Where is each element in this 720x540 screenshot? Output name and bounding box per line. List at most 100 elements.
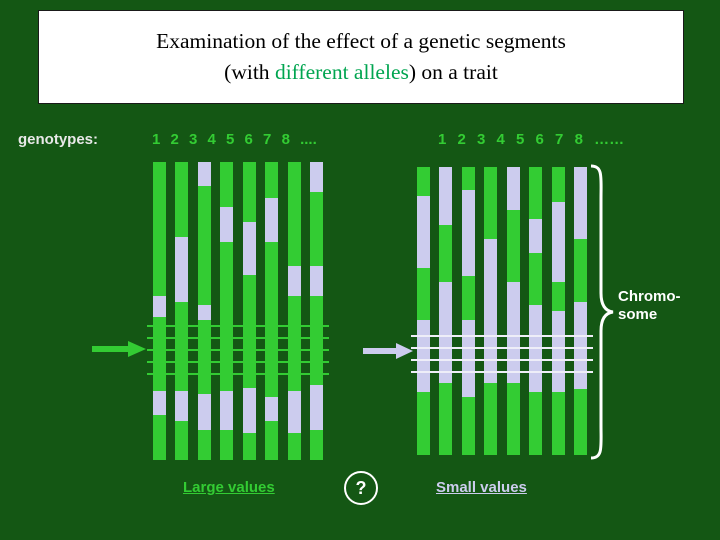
allele-segment-lavender — [439, 167, 453, 225]
allele-segment-lavender — [220, 206, 234, 243]
allele-segment-lavender — [309, 385, 323, 431]
allele-segment-lavender — [309, 266, 323, 297]
allele-segment-green — [175, 162, 189, 237]
allele-segment-green — [153, 162, 166, 297]
allele-segment-lavender — [197, 305, 211, 320]
allele-segment-green — [220, 242, 234, 392]
allele-segment-lavender — [417, 319, 430, 392]
allele-segment-green — [439, 382, 453, 455]
chromosome-bar — [287, 162, 301, 460]
selection-band-line — [411, 359, 593, 361]
allele-segment-green — [220, 430, 234, 460]
allele-segment-green — [529, 391, 543, 455]
left-arrow-icon — [92, 341, 146, 357]
title-line2-highlight: different alleles — [274, 60, 409, 84]
allele-segment-green — [309, 430, 323, 460]
allele-segment-green — [242, 433, 256, 460]
brace-icon — [590, 164, 614, 460]
allele-segment-green — [461, 276, 475, 320]
allele-segment-green — [287, 433, 301, 460]
chromosome-bar — [197, 162, 211, 460]
chromosome-bar — [153, 162, 166, 460]
selection-band-line — [147, 349, 329, 351]
question-mark: ? — [355, 477, 367, 498]
allele-segment-green — [417, 167, 430, 196]
chromosome-bar — [417, 167, 430, 455]
chromosome-bar — [220, 162, 234, 460]
allele-segment-lavender — [197, 394, 211, 431]
allele-segment-green — [461, 167, 475, 191]
allele-segment-lavender — [551, 310, 565, 392]
allele-segment-lavender — [220, 391, 234, 431]
title-box: Examination of the effect of a genetic s… — [38, 10, 684, 104]
allele-segment-green — [506, 210, 520, 283]
allele-segment-green — [287, 162, 301, 267]
allele-segment-lavender — [461, 319, 475, 398]
allele-segment-lavender — [265, 397, 279, 422]
right-chromosome-group — [411, 167, 593, 455]
allele-segment-lavender — [153, 296, 166, 317]
chromosome-bar — [175, 162, 189, 460]
allele-segment-lavender — [153, 391, 166, 416]
allele-segment-green — [484, 383, 498, 455]
allele-segment-green — [242, 275, 256, 389]
chromosome-bar — [529, 167, 543, 455]
allele-segment-green — [417, 391, 430, 455]
question-circle: ? — [344, 471, 378, 505]
chromosome-label-line1: Chromo- — [618, 288, 681, 305]
selection-band-line — [147, 361, 329, 363]
title-line2-prefix: (with — [224, 60, 275, 84]
allele-segment-green — [573, 239, 587, 303]
allele-segment-green — [529, 253, 543, 306]
allele-segment-lavender — [506, 167, 520, 211]
large-values-label: Large values — [183, 479, 275, 496]
allele-segment-green — [197, 319, 211, 395]
allele-segment-green — [309, 296, 323, 386]
allele-segment-green — [175, 302, 189, 392]
selection-band-line — [411, 371, 593, 373]
allele-segment-green — [153, 316, 166, 392]
allele-segment-lavender — [573, 302, 587, 389]
allele-segment-green — [175, 421, 189, 460]
small-values-label: Small values — [436, 479, 527, 496]
genotypes-label: genotypes: — [18, 131, 99, 148]
title-line2-suffix: ) on a trait — [408, 60, 498, 84]
allele-segment-green — [551, 167, 565, 202]
right-arrow-icon — [363, 343, 413, 359]
allele-segment-lavender — [287, 391, 301, 434]
allele-segment-green — [461, 397, 475, 455]
allele-segment-lavender — [529, 218, 543, 254]
allele-segment-green — [309, 191, 323, 267]
allele-segment-green — [506, 382, 520, 455]
allele-segment-green — [551, 282, 565, 311]
allele-segment-lavender — [265, 197, 279, 243]
allele-segment-green — [417, 267, 430, 320]
selection-band-line — [411, 335, 593, 337]
allele-segment-lavender — [461, 190, 475, 277]
chromosome-label: Chromo- some — [618, 288, 681, 324]
allele-segment-lavender — [417, 195, 430, 268]
allele-segment-lavender — [309, 162, 323, 192]
chromosome-bar — [461, 167, 475, 455]
allele-segment-lavender — [242, 388, 256, 434]
allele-segment-lavender — [484, 239, 498, 383]
chromosome-bar — [242, 162, 256, 460]
chromosome-label-line2: some — [618, 306, 658, 323]
allele-segment-green — [153, 415, 166, 460]
selection-band-line — [147, 373, 329, 375]
chromosome-bar — [551, 167, 565, 455]
chromosome-bar — [506, 167, 520, 455]
allele-segment-green — [197, 185, 211, 306]
allele-segment-green — [287, 296, 301, 392]
chromosome-bar — [484, 167, 498, 455]
allele-segment-lavender — [242, 221, 256, 276]
left-chromosome-group — [147, 162, 329, 460]
right-genotype-numbers: 1 2 3 4 5 6 7 8 …… — [438, 131, 625, 148]
allele-segment-green — [197, 430, 211, 460]
allele-segment-green — [242, 162, 256, 222]
allele-segment-lavender — [175, 236, 189, 303]
selection-band-line — [147, 325, 329, 327]
allele-segment-green — [439, 224, 453, 283]
allele-segment-lavender — [439, 282, 453, 383]
